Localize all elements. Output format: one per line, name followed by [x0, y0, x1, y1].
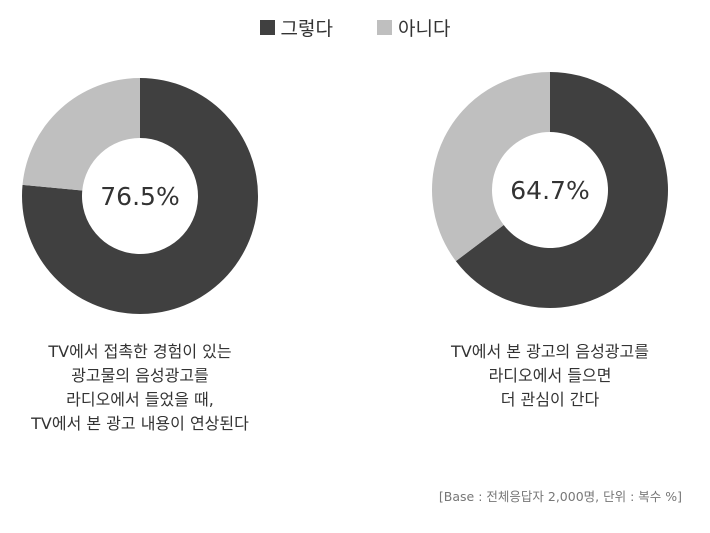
caption-left: TV에서 접촉한 경험이 있는 광고물의 음성광고를 라디오에서 들었을 때, … [0, 340, 280, 436]
caption-left-line: TV에서 접촉한 경험이 있는 [48, 342, 232, 361]
legend-swatch-no [377, 20, 392, 35]
donut-chart-left-center-label: 76.5% [100, 182, 179, 211]
legend-label-no: 아니다 [398, 18, 451, 40]
caption-left-line: 광고물의 음성광고를 [71, 366, 209, 385]
caption-left-line: 라디오에서 들었을 때, [66, 390, 214, 409]
donut-chart-left-svg: 76.5% [21, 78, 258, 315]
caption-right-line: 라디오에서 들으면 [488, 366, 612, 385]
caption-right: TV에서 본 광고의 음성광고를 라디오에서 들으면 더 관심이 간다 [410, 340, 690, 412]
donut-chart-left-slice-no [22, 78, 140, 191]
legend-item-yes: 그렇다 [259, 14, 333, 41]
donut-chart-right: 64.7% [430, 70, 670, 310]
caption-right-line: 더 관심이 간다 [500, 390, 600, 409]
donut-chart-right-slice-yes [455, 72, 668, 308]
donut-chart-right-svg: 64.7% [432, 72, 668, 308]
caption-right-line: TV에서 본 광고의 음성광고를 [451, 342, 649, 361]
footnote: [Base : 전체응답자 2,000명, 단위 : 복수 %] [438, 489, 682, 504]
caption-left-line: TV에서 본 광고 내용이 연상된다 [31, 414, 249, 433]
legend: 그렇다 아니다 [0, 14, 710, 41]
donut-chart-right-center-label: 64.7% [510, 176, 589, 205]
legend-item-no: 아니다 [377, 14, 450, 41]
legend-swatch-yes [259, 20, 275, 35]
legend-label-yes: 그렇다 [280, 18, 333, 40]
donut-chart-left: 76.5% [20, 76, 260, 316]
donut-chart-left-slice-yes [21, 78, 258, 315]
donut-chart-right-slice-no [432, 72, 550, 262]
